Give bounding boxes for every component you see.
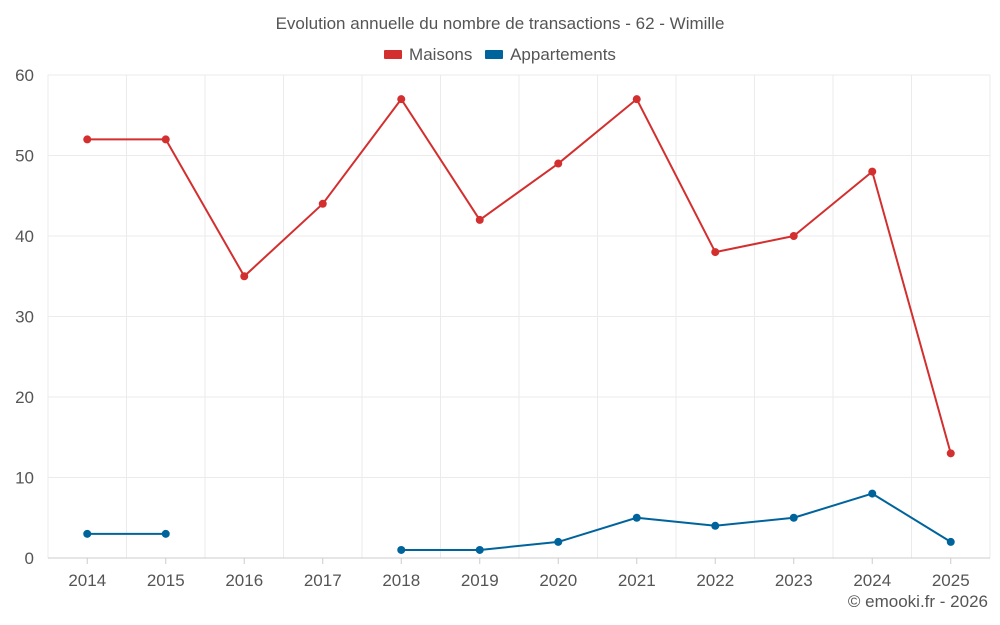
data-point-maisons [240,272,249,281]
x-tick-label: 2016 [225,571,263,590]
x-tick-label: 2022 [696,571,734,590]
data-point-appartements [632,513,641,522]
legend-item-appartements[interactable]: Appartements [485,45,616,65]
x-tick-label: 2019 [461,571,499,590]
data-point-appartements [161,529,170,538]
data-point-appartements [83,529,92,538]
data-point-appartements [868,489,877,498]
y-tick-label: 30 [15,308,34,327]
x-tick-label: 2017 [304,571,342,590]
data-point-appartements [554,537,563,546]
data-point-maisons [161,135,170,144]
series-line-maisons [87,98,952,454]
data-point-maisons [554,159,563,168]
data-point-maisons [711,248,720,257]
data-point-appartements [946,537,955,546]
credit-text: © emooki.fr - 2026 [847,592,988,611]
data-point-appartements [397,545,406,554]
data-point-appartements [789,513,798,522]
data-point-maisons [475,215,484,224]
legend-label-maisons: Maisons [409,44,473,64]
y-tick-label: 50 [15,147,34,166]
legend-swatch-maisons [384,50,403,59]
data-point-appartements [475,545,484,554]
legend-item-maisons[interactable]: Maisons [384,45,472,65]
y-tick-label: 40 [15,227,34,246]
x-tick-label: 2020 [539,571,577,590]
legend-swatch-appartements [485,50,504,59]
data-point-maisons [868,167,877,176]
x-tick-label: 2021 [618,571,656,590]
data-point-maisons [946,449,955,458]
x-tick-label: 2023 [775,571,813,590]
x-tick-label: 2014 [68,571,106,590]
legend-label-appartements: Appartements [510,44,616,64]
y-tick-label: 60 [15,66,34,85]
data-point-maisons [632,95,641,104]
legend: Maisons Appartements [0,44,1000,65]
y-tick-label: 20 [15,388,34,407]
chart-title: Evolution annuelle du nombre de transact… [275,14,725,33]
x-tick-label: 2015 [147,571,185,590]
x-tick-label: 2025 [932,571,970,590]
data-point-maisons [83,135,92,144]
x-tick-label: 2024 [853,571,891,590]
y-tick-label: 0 [25,549,34,568]
data-point-maisons [789,232,798,240]
data-point-maisons [318,199,327,208]
x-tick-label: 2018 [382,571,420,590]
data-point-appartements [711,521,720,530]
series-line-appartements [401,492,952,551]
y-tick-label: 10 [15,469,34,488]
data-point-maisons [397,95,406,104]
